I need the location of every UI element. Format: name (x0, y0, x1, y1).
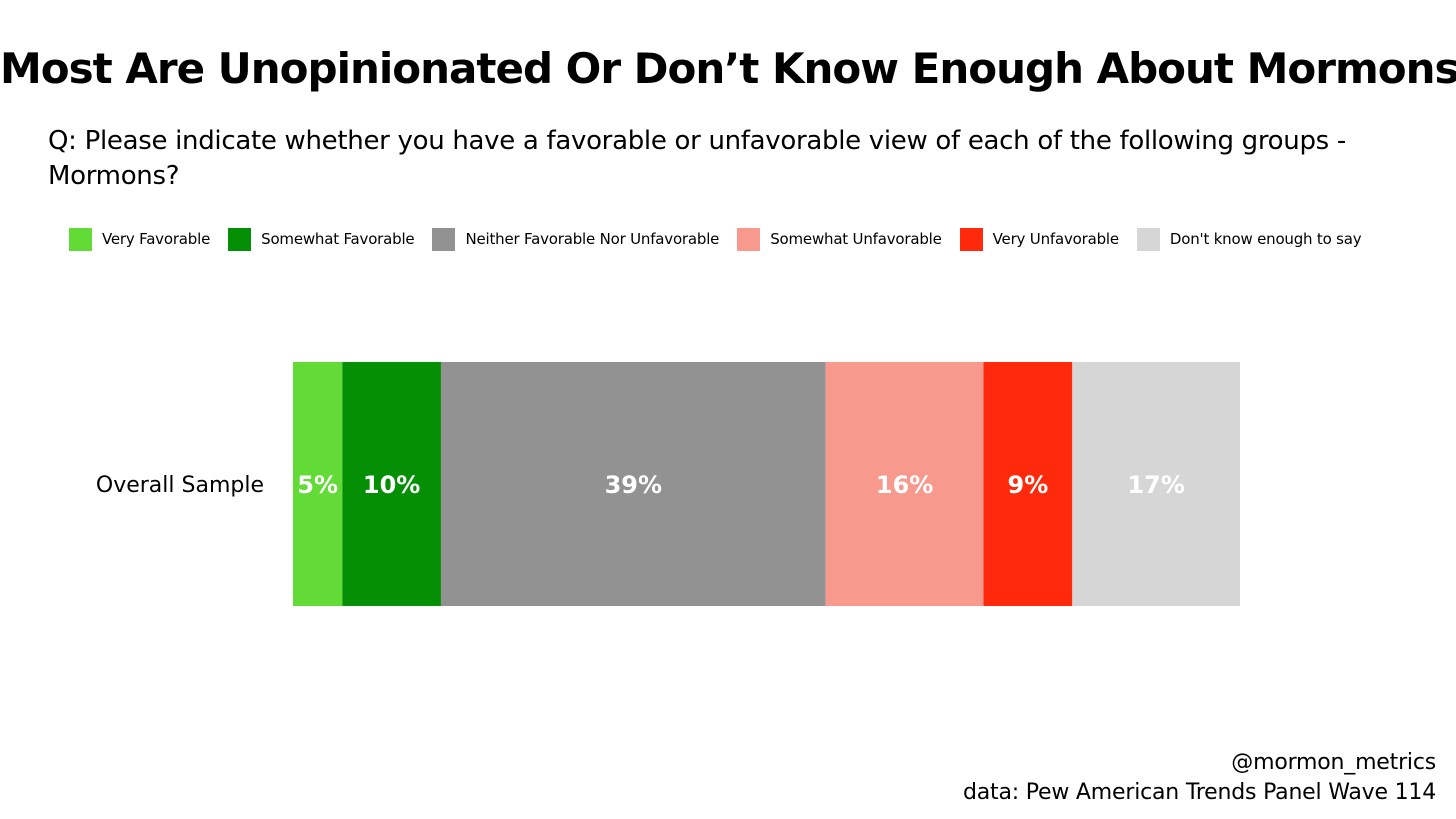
legend-swatch (959, 227, 983, 251)
legend-item: Very Favorable (69, 227, 211, 251)
data-label: 9% (1008, 471, 1049, 499)
data-label: 17% (1127, 471, 1184, 499)
category-label: Overall Sample (96, 473, 264, 498)
legend-swatch (737, 227, 761, 251)
legend-label: Very Unfavorable (992, 230, 1119, 248)
legend-item: Somewhat Unfavorable (737, 227, 942, 251)
bar-segment (1072, 362, 1240, 606)
chart-title: Most Are Unopinionated Or Don’t Know Eno… (0, 44, 1456, 93)
data-label: 16% (876, 471, 933, 499)
credit-source: data: Pew American Trends Panel Wave 114 (962, 780, 1436, 805)
data-label: 10% (363, 471, 420, 499)
legend-swatch (69, 227, 92, 251)
legend-label: Somewhat Favorable (261, 230, 415, 248)
credit-block: @mormon_metrics data: Pew American Trend… (963, 748, 1436, 808)
bar-segment (293, 362, 343, 606)
legend-label: Very Favorable (102, 230, 211, 248)
legend-label: Don't know enough to say (1169, 230, 1362, 248)
credit-handle: @mormon_metrics (1231, 750, 1436, 775)
chart-subtitle: Q: Please indicate whether you have a fa… (48, 126, 1346, 191)
bar-segment (440, 362, 826, 606)
legend-label: Neither Favorable Nor Unfavorable (465, 230, 720, 248)
legend: Very Favorable Somewhat Favorable Neither … (69, 227, 1379, 251)
legend-swatch (1136, 227, 1160, 251)
legend-swatch (432, 227, 456, 251)
legend-item: Very Unfavorable (959, 227, 1119, 251)
legend-item: Somewhat Favorable (228, 227, 415, 251)
legend-item: Don't know enough to say (1136, 227, 1362, 251)
bar-segment (983, 362, 1073, 606)
legend-swatch (228, 227, 252, 251)
bar-segment (825, 362, 984, 606)
legend-item: Neither Favorable Nor Unfavorable (432, 227, 720, 251)
legend-label: Somewhat Unfavorable (770, 230, 942, 248)
data-label: 5% (297, 471, 338, 499)
data-label: 39% (605, 471, 662, 499)
bar-segment (342, 362, 441, 606)
